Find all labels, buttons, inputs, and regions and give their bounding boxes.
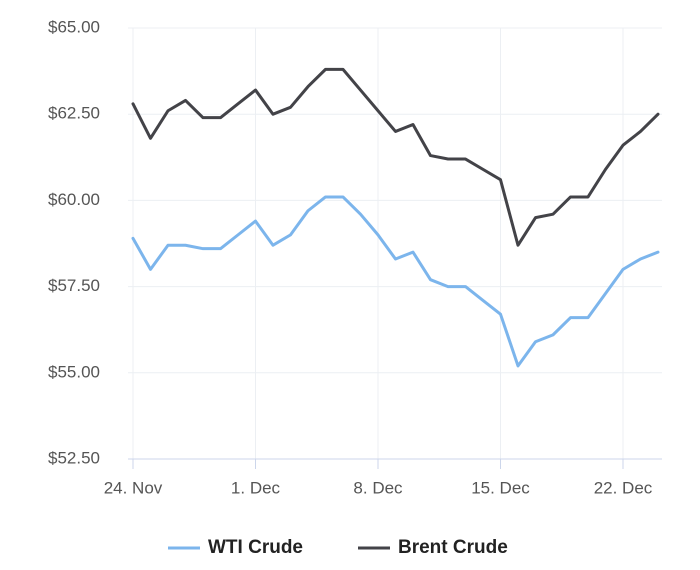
series-line [131,195,660,368]
x-tick-label: 24. Nov [104,478,163,497]
x-tick-label: 1. Dec [231,478,281,497]
x-tick-label: 8. Dec [353,478,403,497]
y-tick-label: $60.00 [48,190,100,209]
y-tick-label: $65.00 [48,17,100,36]
legend-text[interactable]: Brent Crude [398,537,508,558]
y-tick-label: $62.50 [48,104,100,123]
legend-text[interactable]: WTI Crude [208,537,303,558]
y-tick-label: $57.50 [48,276,100,295]
x-tick-label: 15. Dec [471,478,530,497]
y-tick-label: $52.50 [48,448,100,467]
y-tick-label: $55.00 [48,362,100,381]
x-tick-label: 22. Dec [594,478,653,497]
series-line [131,67,660,247]
